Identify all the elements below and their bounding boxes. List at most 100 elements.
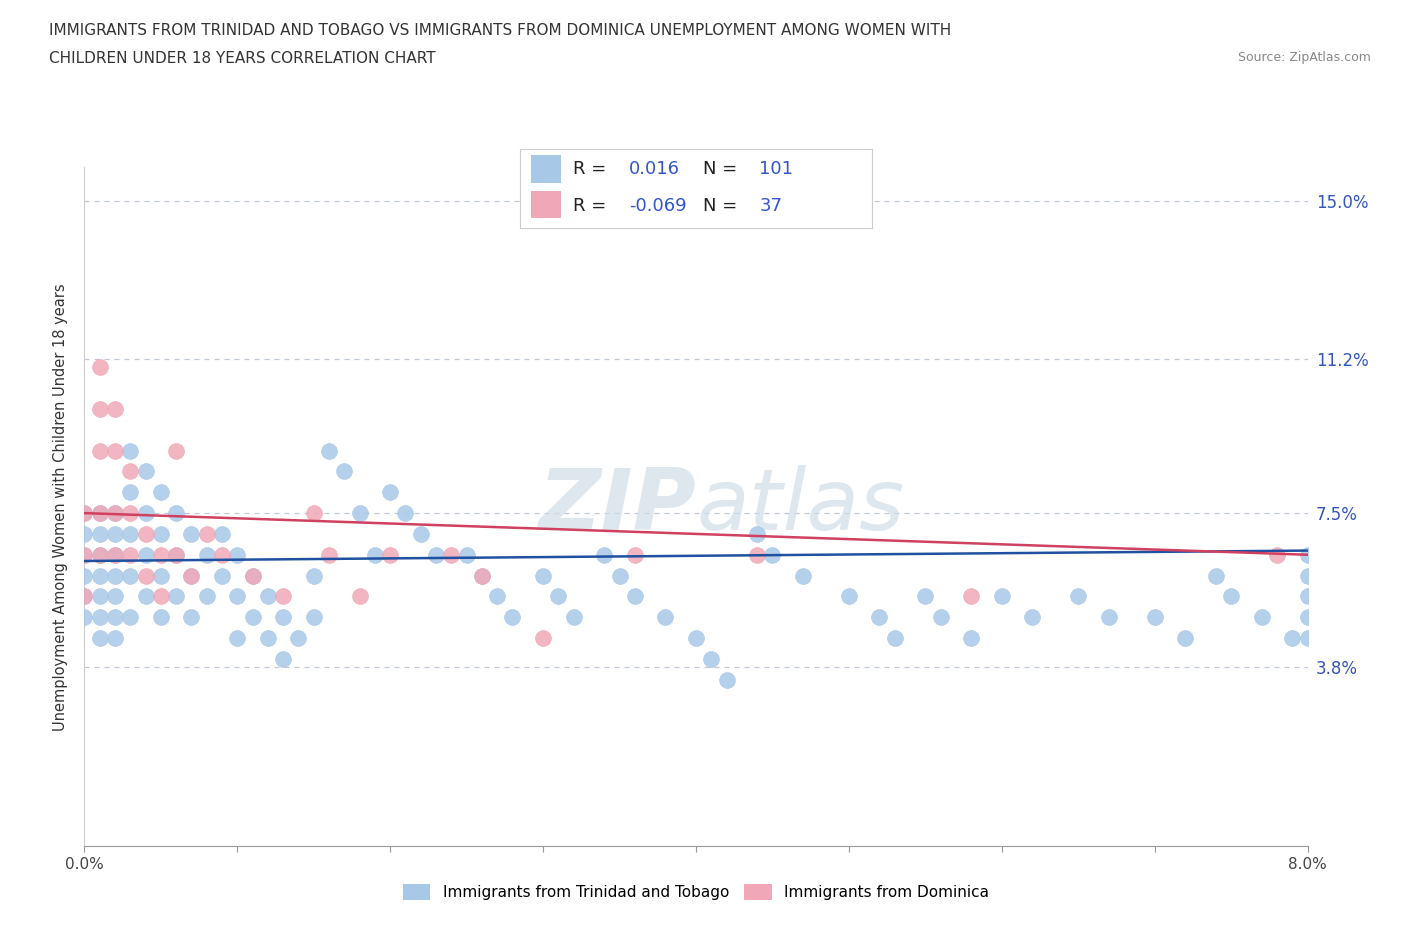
- Point: [120, 568, 142, 583]
- Point: [960, 631, 983, 645]
- Point: [73, 568, 96, 583]
- Point: [149, 485, 172, 499]
- Point: [120, 444, 142, 458]
- Point: [226, 631, 249, 645]
- Point: [624, 589, 647, 604]
- Point: [409, 526, 432, 541]
- Point: [89, 360, 111, 375]
- Point: [104, 568, 127, 583]
- Point: [73, 526, 96, 541]
- Point: [456, 548, 478, 563]
- Point: [165, 548, 187, 563]
- Point: [180, 610, 202, 625]
- Text: CHILDREN UNDER 18 YEARS CORRELATION CHART: CHILDREN UNDER 18 YEARS CORRELATION CHAR…: [49, 51, 436, 66]
- Point: [1098, 610, 1121, 625]
- Point: [180, 568, 202, 583]
- Point: [120, 548, 142, 563]
- Point: [1250, 610, 1272, 625]
- Text: R =: R =: [574, 197, 612, 215]
- Point: [624, 548, 647, 563]
- Bar: [531, 155, 561, 183]
- Point: [104, 402, 127, 417]
- Point: [302, 506, 325, 521]
- Text: 37: 37: [759, 197, 782, 215]
- Point: [349, 506, 371, 521]
- Point: [211, 526, 233, 541]
- Point: [1067, 589, 1090, 604]
- Point: [716, 672, 738, 687]
- Point: [104, 444, 127, 458]
- Text: atlas: atlas: [696, 465, 904, 549]
- Point: [745, 526, 768, 541]
- Point: [1296, 610, 1319, 625]
- Point: [257, 589, 280, 604]
- Point: [869, 610, 891, 625]
- Point: [226, 589, 249, 604]
- Point: [120, 464, 142, 479]
- Point: [104, 631, 127, 645]
- Point: [242, 568, 264, 583]
- Point: [135, 548, 157, 563]
- Text: 0.016: 0.016: [630, 160, 681, 179]
- Point: [547, 589, 569, 604]
- Point: [104, 589, 127, 604]
- Point: [165, 506, 187, 521]
- Point: [471, 568, 494, 583]
- Point: [425, 548, 447, 563]
- Point: [531, 568, 554, 583]
- Point: [685, 631, 707, 645]
- Point: [135, 526, 157, 541]
- Point: [700, 651, 723, 666]
- Point: [257, 631, 280, 645]
- Point: [302, 610, 325, 625]
- Point: [89, 589, 111, 604]
- Point: [73, 589, 96, 604]
- Text: 101: 101: [759, 160, 793, 179]
- Point: [89, 506, 111, 521]
- Point: [318, 444, 340, 458]
- Point: [242, 568, 264, 583]
- Point: [149, 589, 172, 604]
- Point: [89, 548, 111, 563]
- Point: [471, 568, 494, 583]
- Point: [149, 568, 172, 583]
- Point: [271, 589, 294, 604]
- Text: IMMIGRANTS FROM TRINIDAD AND TOBAGO VS IMMIGRANTS FROM DOMINICA UNEMPLOYMENT AMO: IMMIGRANTS FROM TRINIDAD AND TOBAGO VS I…: [49, 23, 952, 38]
- Point: [302, 568, 325, 583]
- Point: [120, 526, 142, 541]
- Point: [135, 568, 157, 583]
- Y-axis label: Unemployment Among Women with Children Under 18 years: Unemployment Among Women with Children U…: [52, 283, 67, 731]
- Point: [89, 506, 111, 521]
- Point: [562, 610, 585, 625]
- Point: [380, 548, 402, 563]
- Point: [211, 568, 233, 583]
- Point: [883, 631, 905, 645]
- Point: [135, 589, 157, 604]
- Point: [149, 610, 172, 625]
- Point: [318, 548, 340, 563]
- Point: [195, 589, 218, 604]
- Point: [73, 548, 96, 563]
- Point: [380, 485, 402, 499]
- Text: R =: R =: [574, 160, 612, 179]
- Point: [792, 568, 814, 583]
- Point: [89, 631, 111, 645]
- Text: ZIP: ZIP: [538, 465, 696, 549]
- Point: [73, 506, 96, 521]
- Point: [838, 589, 860, 604]
- Point: [165, 444, 187, 458]
- Point: [73, 610, 96, 625]
- Point: [89, 568, 111, 583]
- Text: N =: N =: [703, 160, 742, 179]
- Point: [89, 402, 111, 417]
- Point: [104, 526, 127, 541]
- Point: [914, 589, 936, 604]
- Point: [120, 485, 142, 499]
- Point: [226, 548, 249, 563]
- Point: [271, 651, 294, 666]
- Point: [149, 526, 172, 541]
- Point: [73, 506, 96, 521]
- Text: N =: N =: [703, 197, 742, 215]
- Point: [1174, 631, 1197, 645]
- Point: [593, 548, 616, 563]
